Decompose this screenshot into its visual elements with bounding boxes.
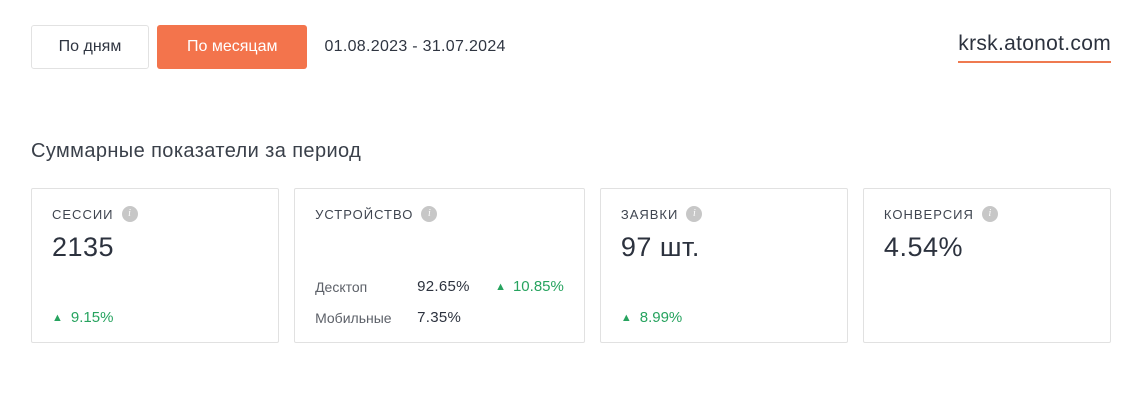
summary-cards: СЕССИИ i 2135 ▲ 9.15% УСТРОЙСТВО i Дескт… — [31, 188, 1111, 343]
conversion-value: 4.54% — [883, 232, 963, 262]
topbar: По дням По месяцам 01.08.2023 - 31.07.20… — [31, 25, 1111, 69]
card-conversion-head: КОНВЕРСИЯ i — [884, 206, 1090, 222]
card-devices-label: УСТРОЙСТВО — [315, 206, 414, 222]
leads-change-value: 8.99% — [639, 309, 683, 326]
date-range-label: 01.08.2023 - 31.07.2024 — [324, 38, 506, 55]
leads-value: 97 шт. — [620, 232, 700, 262]
sessions-change: ▲ 9.15% — [52, 309, 258, 326]
device-rows: Десктоп 92.65% ▲ 10.85% Мобильные 7.35% — [315, 278, 564, 326]
info-icon[interactable]: i — [981, 206, 998, 222]
device-change-value: 10.85% — [512, 278, 564, 295]
card-conversion-label: КОНВЕРСИЯ — [883, 206, 974, 222]
card-conversion: КОНВЕРСИЯ i 4.54% — [862, 188, 1111, 343]
site-domain-link[interactable]: krsk.atonot.com — [958, 32, 1111, 63]
device-value: 92.65% — [417, 278, 470, 295]
up-triangle-icon: ▲ — [620, 311, 632, 324]
card-leads-label: ЗАЯВКИ — [620, 206, 679, 222]
period-toggle-group: По дням По месяцам 01.08.2023 - 31.07.20… — [31, 25, 506, 69]
card-sessions: СЕССИИ i 2135 ▲ 9.15% — [31, 188, 280, 343]
device-row-mobile: Мобильные 7.35% — [315, 309, 564, 326]
by-days-button[interactable]: По дням — [31, 25, 149, 69]
by-months-button[interactable]: По месяцам — [157, 25, 308, 69]
sessions-value: 2135 — [52, 232, 115, 262]
device-name: Десктоп — [315, 278, 368, 295]
card-sessions-label: СЕССИИ — [52, 206, 114, 222]
up-triangle-icon: ▲ — [52, 311, 63, 324]
card-devices-head: УСТРОЙСТВО i — [315, 206, 564, 222]
dashboard-page: По дням По месяцам 01.08.2023 - 31.07.20… — [31, 25, 1111, 343]
device-change: ▲ 10.85% — [495, 278, 564, 295]
card-leads-head: ЗАЯВКИ i — [621, 206, 827, 222]
leads-change: ▲ 8.99% — [621, 309, 827, 326]
info-icon[interactable]: i — [686, 206, 703, 222]
sessions-change-value: 9.15% — [70, 309, 114, 326]
section-title: Суммарные показатели за период — [31, 140, 362, 162]
device-value: 7.35% — [417, 309, 462, 326]
info-icon[interactable]: i — [421, 206, 438, 222]
device-row-desktop: Десктоп 92.65% ▲ 10.85% — [315, 278, 564, 295]
up-triangle-icon: ▲ — [495, 280, 506, 293]
info-icon[interactable]: i — [121, 206, 138, 222]
device-name: Мобильные — [315, 309, 392, 326]
card-sessions-head: СЕССИИ i — [52, 206, 258, 222]
card-leads: ЗАЯВКИ i 97 шт. ▲ 8.99% — [599, 188, 848, 343]
card-devices: УСТРОЙСТВО i Десктоп 92.65% ▲ 10.85% Моб… — [294, 188, 585, 343]
